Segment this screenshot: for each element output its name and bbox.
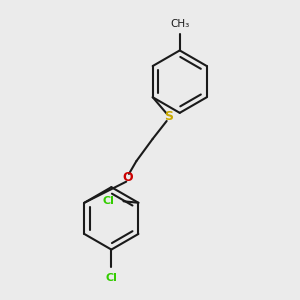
Text: Cl: Cl	[103, 196, 115, 206]
Text: S: S	[164, 110, 173, 123]
Text: O: O	[122, 171, 133, 184]
Text: Cl: Cl	[105, 273, 117, 283]
Text: CH₃: CH₃	[170, 19, 189, 29]
